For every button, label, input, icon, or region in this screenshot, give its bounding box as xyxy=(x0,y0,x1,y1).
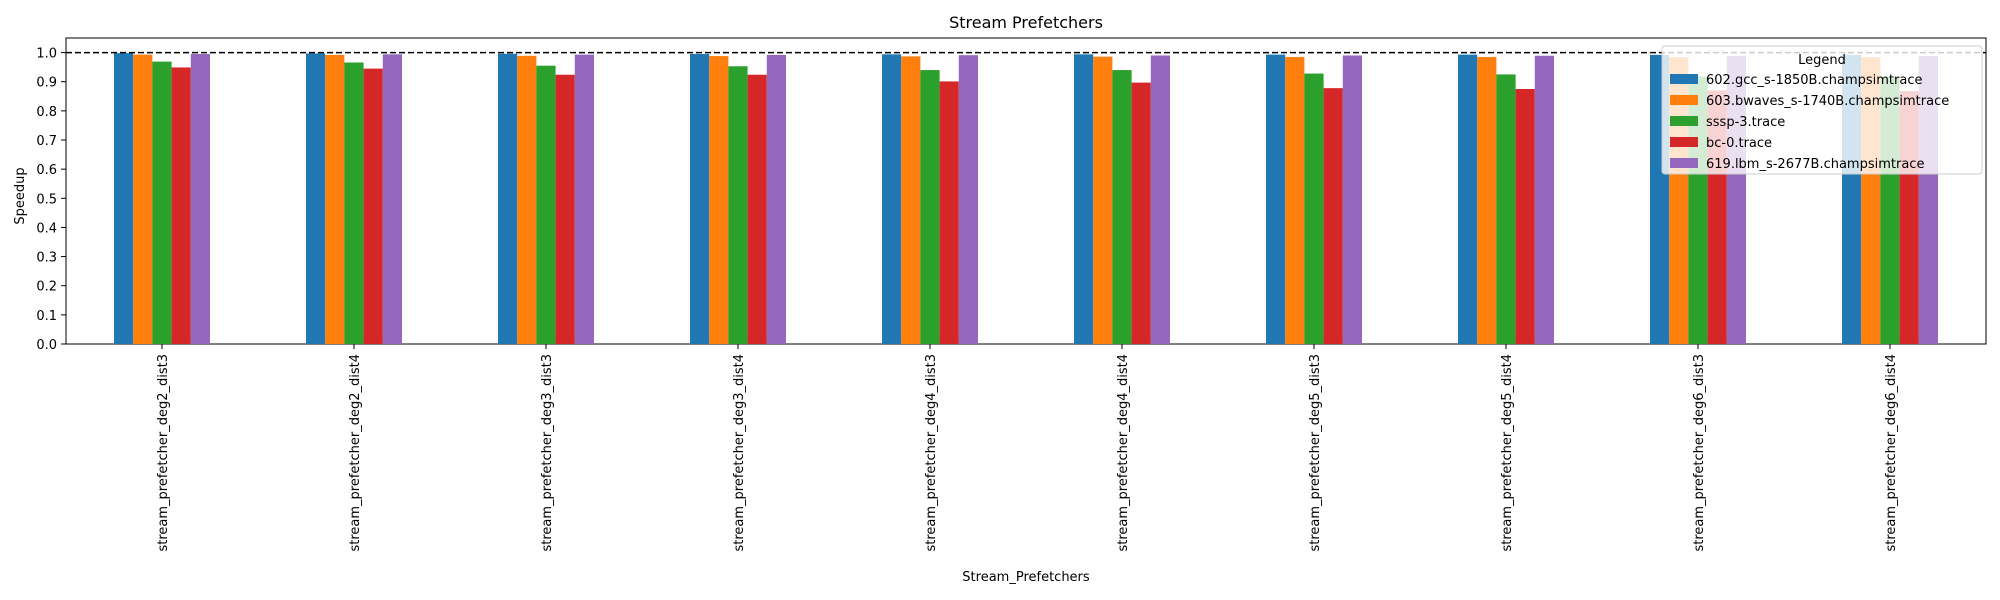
y-tick-label: 0.5 xyxy=(36,192,57,207)
legend-entry-label: 602.gcc_s-1850B.champsimtrace xyxy=(1706,73,1922,88)
legend-title: Legend xyxy=(1798,53,1846,68)
bar xyxy=(766,54,786,344)
y-tick-label: 0.4 xyxy=(36,221,57,236)
bar xyxy=(920,70,940,345)
bar xyxy=(152,61,172,344)
bar xyxy=(958,55,978,345)
x-tick-label: stream_prefetcher_deg4_dist3 xyxy=(924,354,939,552)
y-tick-label: 0.7 xyxy=(36,134,57,149)
plot-frame xyxy=(65,37,1987,345)
x-axis: stream_prefetcher_deg2_dist3 stream_prefe… xyxy=(156,344,1899,552)
bar xyxy=(690,54,710,345)
x-tick-label: stream_prefetcher_deg2_dist4 xyxy=(348,354,363,552)
bar xyxy=(1515,89,1535,344)
x-tick-label: stream_prefetcher_deg6_dist4 xyxy=(1884,354,1899,552)
bar xyxy=(382,54,402,344)
legend-entry-label: bc-0.trace xyxy=(1706,136,1772,151)
legend-swatch xyxy=(1670,137,1698,147)
x-axis-label: Stream_Prefetchers xyxy=(962,570,1090,585)
x-tick-label: stream_prefetcher_deg3_dist3 xyxy=(540,354,555,552)
y-tick-label: 0.2 xyxy=(36,280,57,295)
bar xyxy=(1534,55,1554,345)
bar xyxy=(1285,56,1305,344)
bar xyxy=(344,62,364,344)
legend-swatch xyxy=(1670,158,1698,168)
legend-entry-label: 603.bwaves_s-1740B.champsimtrace xyxy=(1706,94,1949,109)
bar xyxy=(498,53,518,344)
bar xyxy=(171,67,191,344)
y-tick-label: 0.8 xyxy=(36,105,57,120)
bar xyxy=(114,53,134,344)
y-axis-label: Speedup xyxy=(13,167,28,224)
bar xyxy=(728,66,748,345)
bar xyxy=(555,74,575,344)
x-tick-label: stream_prefetcher_deg3_dist4 xyxy=(732,354,747,552)
y-tick-label: 0.3 xyxy=(36,251,57,266)
legend-swatch xyxy=(1670,95,1698,105)
legend-swatch xyxy=(1670,116,1698,126)
bar xyxy=(574,54,594,345)
legend-entry-label: 619.lbm_s-2677B.champsimtrace xyxy=(1706,157,1924,172)
bar xyxy=(901,56,921,345)
bar xyxy=(709,56,729,344)
bar xyxy=(1112,70,1132,345)
bar xyxy=(1342,55,1362,344)
y-axis: 0.0 0.1 0.2 0.3 0.4 0.5 0.6 0.7 0.8 0.9 1.0 xyxy=(36,47,66,353)
bar xyxy=(1266,54,1286,345)
bar xyxy=(133,54,153,345)
bar xyxy=(363,68,383,344)
bar xyxy=(325,54,345,344)
x-tick-label: stream_prefetcher_deg2_dist3 xyxy=(156,354,171,552)
y-tick-label: 1.0 xyxy=(36,47,57,62)
y-tick-label: 0.0 xyxy=(36,338,57,353)
chart-title: Stream Prefetchers xyxy=(949,13,1103,32)
bar xyxy=(1323,88,1343,344)
bar xyxy=(747,74,767,344)
x-tick-label: stream_prefetcher_deg5_dist4 xyxy=(1500,354,1515,552)
plot-area xyxy=(65,37,1987,345)
bar xyxy=(1496,74,1516,344)
x-tick-label: stream_prefetcher_deg6_dist3 xyxy=(1692,354,1707,552)
x-tick-label: stream_prefetcher_deg4_dist4 xyxy=(1116,354,1131,552)
y-tick-label: 0.6 xyxy=(36,163,57,178)
bar xyxy=(1131,82,1151,345)
x-tick-label: stream_prefetcher_deg5_dist3 xyxy=(1308,354,1323,552)
bar xyxy=(306,53,326,345)
legend-swatch xyxy=(1670,74,1698,84)
bar xyxy=(1304,73,1324,344)
legend: Legend 602.gcc_s-1850B.champsimtrace 603.b… xyxy=(1661,45,1983,175)
bar xyxy=(1150,55,1170,344)
bar xyxy=(1074,54,1094,344)
y-tick-label: 0.9 xyxy=(36,76,57,91)
bar xyxy=(882,54,902,344)
bar xyxy=(536,65,556,344)
bar xyxy=(1093,56,1113,344)
legend-box xyxy=(1661,45,1983,175)
bar xyxy=(1458,54,1478,345)
bar xyxy=(1477,56,1497,344)
bar xyxy=(190,54,210,345)
legend-entry-label: sssp-3.trace xyxy=(1706,115,1785,130)
y-tick-label: 0.1 xyxy=(36,309,57,324)
bar xyxy=(517,55,537,345)
bar xyxy=(939,81,959,345)
